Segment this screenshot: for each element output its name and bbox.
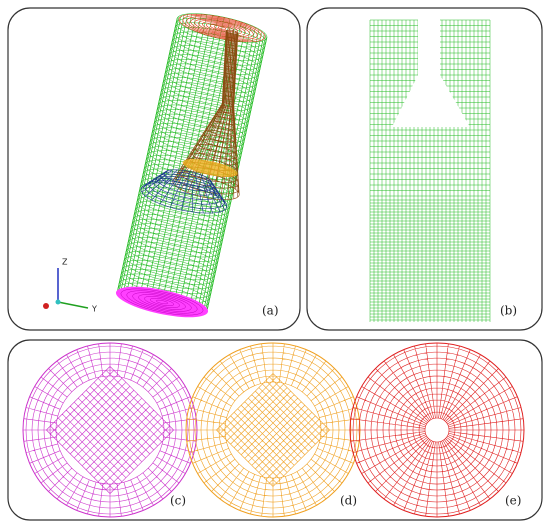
y-axis <box>57 301 89 309</box>
label-e: (e) <box>505 494 521 508</box>
label-b: (b) <box>500 304 517 318</box>
disc-e <box>350 343 524 517</box>
bottom-disc-mesh <box>120 288 204 316</box>
panel-bottom-frame <box>7 339 543 521</box>
disc-e-rim <box>349 342 525 518</box>
y-label: Y <box>91 305 97 314</box>
x-axis-dot <box>43 303 49 309</box>
nozzle-cutout <box>392 19 470 127</box>
z-label: Z <box>62 258 68 267</box>
label-a: (a) <box>262 304 279 318</box>
dome-mesh <box>140 169 228 214</box>
top-disc <box>178 13 266 43</box>
disc-d <box>186 343 360 517</box>
meshes <box>22 13 525 518</box>
origin <box>55 299 61 305</box>
label-d: (d) <box>340 494 357 508</box>
panel-b-frame <box>306 7 543 331</box>
disc-c <box>23 343 197 517</box>
bottom-disc-fill <box>115 286 209 318</box>
cone-band <box>182 159 238 177</box>
label-c: (c) <box>170 494 186 508</box>
cone-mesh <box>172 29 240 200</box>
